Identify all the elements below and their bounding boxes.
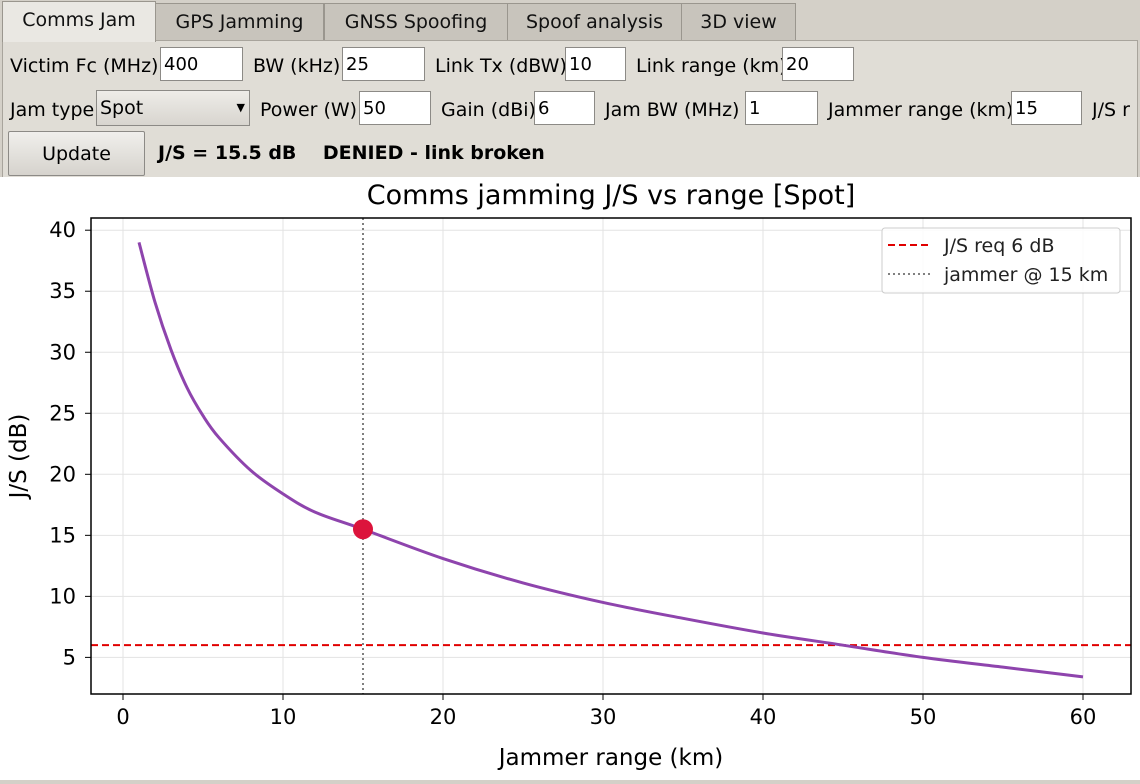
- tab-3d-view[interactable]: 3D view: [681, 3, 796, 40]
- legend-box: [881, 227, 1121, 294]
- y-tick-label: 30: [49, 340, 76, 364]
- axes-frame: [90, 217, 1132, 695]
- jam-type-value: Spot: [100, 97, 144, 119]
- tab-spoof-analysis[interactable]: Spoof analysis: [507, 3, 682, 40]
- x-tick-label: 0: [116, 705, 129, 729]
- bw-label: BW (kHz): [253, 55, 341, 77]
- status-text: J/S = 15.5 dB DENIED - link broken: [158, 142, 545, 164]
- update-button[interactable]: Update: [8, 131, 145, 176]
- grid: [91, 218, 1131, 694]
- jam-bw-input[interactable]: [745, 91, 818, 125]
- plot-area: 0 10 20 30 40 50 60 5 10 15 20 25 30 35 40 Comms jammi…: [0, 177, 1140, 780]
- tab-gnss-spoofing[interactable]: GNSS Spoofing: [324, 3, 508, 40]
- tab-gps-jamming[interactable]: GPS Jamming: [155, 3, 324, 40]
- legend-jammer-label: jammer @ 15 km: [943, 264, 1108, 286]
- power-label: Power (W): [260, 99, 358, 121]
- legend-threshold-label: J/S req 6 dB: [943, 235, 1055, 257]
- x-tick-label: 40: [750, 705, 777, 729]
- jam-type-select[interactable]: Spot ▼: [96, 90, 250, 126]
- x-tick-label: 10: [270, 705, 297, 729]
- chevron-down-icon: ▼: [236, 101, 245, 114]
- link-range-label: Link range (km): [636, 55, 787, 77]
- y-axis-label: J/S (dB): [6, 414, 32, 501]
- x-tick-label: 60: [1070, 705, 1097, 729]
- js-curve: [137, 242, 1084, 679]
- current-js-marker: [353, 519, 373, 540]
- x-tick-label: 50: [910, 705, 937, 729]
- js-vs-range-chart: 0 10 20 30 40 50 60 5 10 15 20 25 30 35 40 Comms jammi…: [6, 180, 1132, 771]
- x-axis-label: Jammer range (km): [497, 745, 723, 771]
- y-tick-label: 5: [63, 645, 76, 669]
- x-tick-label: 30: [590, 705, 617, 729]
- y-tick-label: 10: [49, 584, 76, 608]
- y-tick-label: 40: [49, 218, 76, 242]
- jam-type-label: Jam type: [10, 99, 95, 121]
- tab-bar: Comms Jam GPS Jamming GNSS Spoofing Spoo…: [0, 0, 1140, 42]
- legend: J/S req 6 dB jammer @ 15 km: [881, 227, 1121, 294]
- js-req-label: J/S r: [1092, 99, 1130, 121]
- jammer-range-input[interactable]: [1011, 91, 1082, 125]
- chart-title: Comms jamming J/S vs range [Spot]: [367, 180, 856, 211]
- ticks: 0 10 20 30 40 50 60 5 10 15 20 25 30 35 40: [49, 218, 1096, 729]
- gain-input[interactable]: [534, 91, 595, 125]
- victim-fc-input[interactable]: [160, 47, 243, 81]
- y-tick-label: 35: [49, 279, 76, 303]
- jammer-range-label: Jammer range (km): [828, 99, 1014, 121]
- y-tick-label: 25: [49, 401, 76, 425]
- bw-input[interactable]: [342, 47, 425, 81]
- chart-marks: [91, 218, 1131, 694]
- link-range-input[interactable]: [782, 47, 854, 81]
- jam-bw-label: Jam BW (MHz): [605, 99, 740, 121]
- victim-fc-label: Victim Fc (MHz): [10, 55, 159, 77]
- link-tx-label: Link Tx (dBW): [435, 55, 567, 77]
- y-tick-label: 20: [49, 462, 76, 486]
- gain-label: Gain (dBi): [441, 99, 536, 121]
- x-tick-label: 20: [430, 705, 457, 729]
- link-tx-input[interactable]: [565, 47, 626, 81]
- power-input[interactable]: [359, 91, 431, 125]
- y-tick-label: 15: [49, 523, 76, 547]
- tab-comms-jam[interactable]: Comms Jam: [2, 1, 156, 42]
